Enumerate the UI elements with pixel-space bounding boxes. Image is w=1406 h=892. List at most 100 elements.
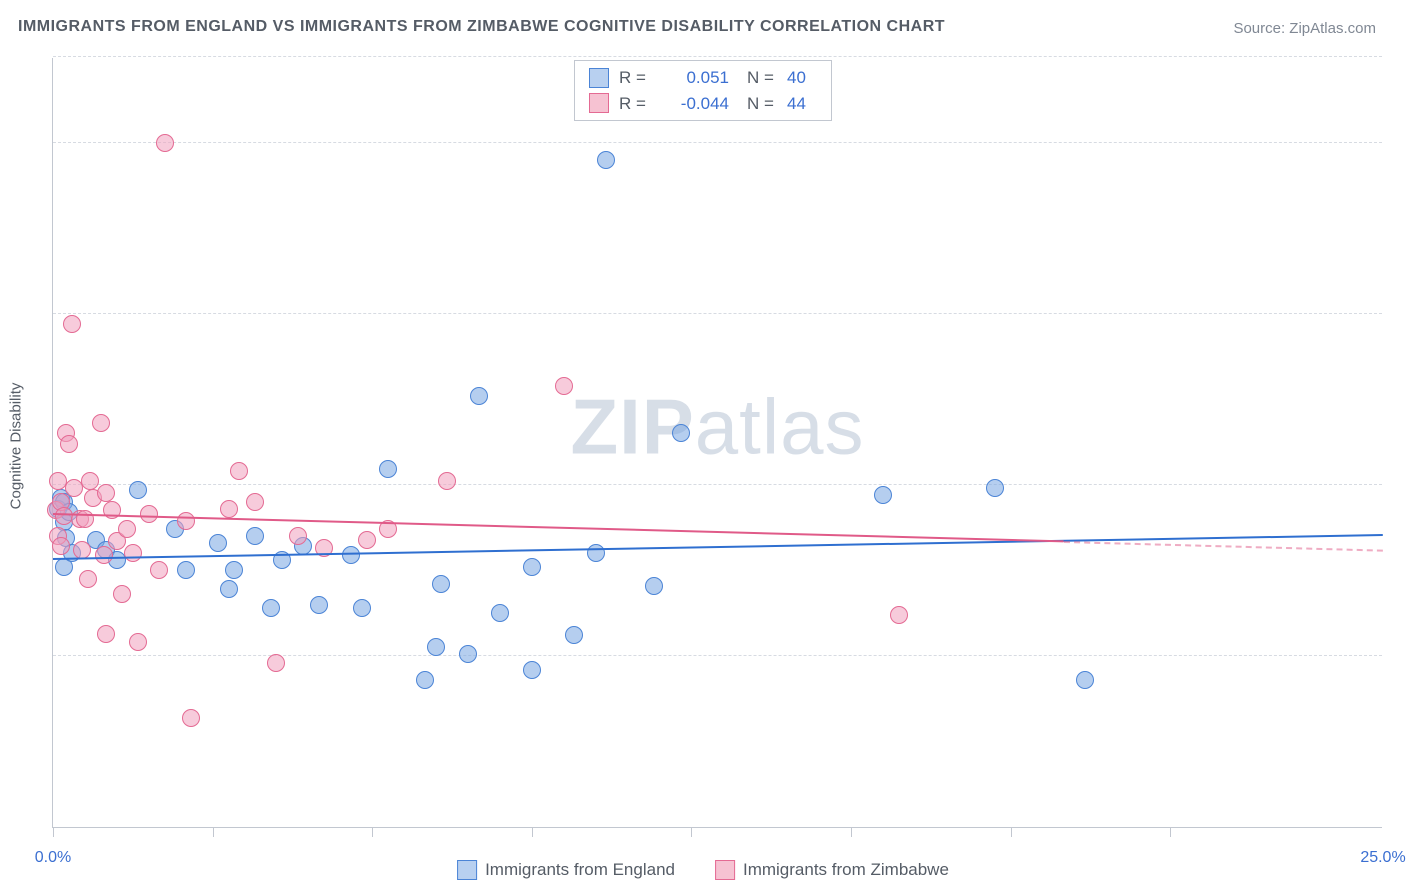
data-point — [95, 546, 113, 564]
gridline — [53, 484, 1382, 485]
data-point — [986, 479, 1004, 497]
data-point — [220, 580, 238, 598]
data-point — [113, 585, 131, 603]
data-point — [246, 527, 264, 545]
data-point — [92, 414, 110, 432]
legend-row: R = -0.044 N = 44 — [589, 91, 817, 117]
r-value: -0.044 — [659, 91, 729, 117]
legend-swatch — [589, 68, 609, 88]
data-point — [246, 493, 264, 511]
data-point — [140, 505, 158, 523]
legend-swatch — [457, 860, 477, 880]
x-tick — [372, 827, 373, 837]
x-tick — [691, 827, 692, 837]
data-point — [289, 527, 307, 545]
data-point — [432, 575, 450, 593]
x-tick — [213, 827, 214, 837]
data-point — [230, 462, 248, 480]
legend-item: Immigrants from Zimbabwe — [715, 860, 949, 880]
data-point — [182, 709, 200, 727]
correlation-legend: R =0.051N =40R =-0.044N =44 — [574, 60, 832, 121]
source-attribution: Source: ZipAtlas.com — [1233, 20, 1376, 37]
x-tick — [1011, 827, 1012, 837]
data-point — [76, 510, 94, 528]
data-point — [150, 561, 168, 579]
data-point — [416, 671, 434, 689]
data-point — [177, 561, 195, 579]
trend-line — [1064, 541, 1383, 552]
data-point — [1076, 671, 1094, 689]
n-value: 44 — [787, 91, 817, 117]
trend-line — [53, 513, 1064, 542]
data-point — [353, 599, 371, 617]
n-label: N = — [747, 91, 777, 117]
gridline — [53, 655, 1382, 656]
data-point — [874, 486, 892, 504]
data-point — [587, 544, 605, 562]
x-tick — [1170, 827, 1171, 837]
gridline — [53, 56, 1382, 57]
data-point — [358, 531, 376, 549]
x-tick — [53, 827, 54, 837]
data-point — [129, 481, 147, 499]
data-point — [491, 604, 509, 622]
data-point — [672, 424, 690, 442]
r-label: R = — [619, 65, 649, 91]
data-point — [597, 151, 615, 169]
legend-swatch — [715, 860, 735, 880]
data-point — [156, 134, 174, 152]
legend-label: Immigrants from Zimbabwe — [743, 860, 949, 880]
y-tick-label: 10.0% — [1392, 629, 1406, 647]
series-legend: Immigrants from England Immigrants from Z… — [457, 860, 949, 880]
data-point — [55, 507, 73, 525]
gridline — [53, 313, 1382, 314]
legend-label: Immigrants from England — [485, 860, 675, 880]
data-point — [73, 541, 91, 559]
plot-area: ZIPatlas 10.0%20.0%30.0%40.0%0.0%25.0% — [52, 58, 1382, 828]
r-value: 0.051 — [659, 65, 729, 91]
chart-title: IMMIGRANTS FROM ENGLAND VS IMMIGRANTS FR… — [18, 18, 945, 36]
data-point — [177, 512, 195, 530]
data-point — [565, 626, 583, 644]
legend-row: R =0.051N =40 — [589, 65, 817, 91]
data-point — [79, 570, 97, 588]
r-label: R = — [619, 91, 649, 117]
gridline — [53, 142, 1382, 143]
data-point — [555, 377, 573, 395]
data-point — [310, 596, 328, 614]
y-tick-label: 30.0% — [1392, 287, 1406, 305]
y-axis-label: Cognitive Disability — [8, 383, 25, 510]
data-point — [81, 472, 99, 490]
x-tick-label: 25.0% — [1360, 849, 1405, 867]
data-point — [129, 633, 147, 651]
data-point — [97, 625, 115, 643]
data-point — [220, 500, 238, 518]
data-point — [63, 315, 81, 333]
data-point — [97, 484, 115, 502]
legend-item: Immigrants from England — [457, 860, 675, 880]
x-tick — [851, 827, 852, 837]
data-point — [438, 472, 456, 490]
data-point — [523, 558, 541, 576]
n-label: N = — [747, 65, 777, 91]
data-point — [645, 577, 663, 595]
legend-swatch — [589, 93, 609, 113]
data-point — [379, 460, 397, 478]
data-point — [890, 606, 908, 624]
data-point — [523, 661, 541, 679]
data-point — [427, 638, 445, 656]
x-tick — [532, 827, 533, 837]
data-point — [209, 534, 227, 552]
data-point — [60, 435, 78, 453]
data-point — [118, 520, 136, 538]
data-point — [262, 599, 280, 617]
data-point — [470, 387, 488, 405]
watermark: ZIPatlas — [570, 382, 864, 473]
data-point — [225, 561, 243, 579]
data-point — [124, 544, 142, 562]
data-point — [342, 546, 360, 564]
y-tick-label: 20.0% — [1392, 458, 1406, 476]
data-point — [459, 645, 477, 663]
x-tick-label: 0.0% — [35, 849, 71, 867]
data-point — [267, 654, 285, 672]
